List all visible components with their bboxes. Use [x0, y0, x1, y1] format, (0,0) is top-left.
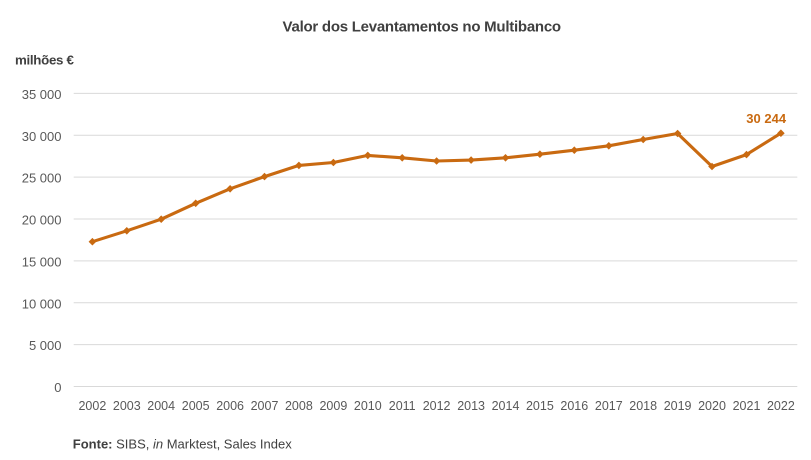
svg-text:2014: 2014 — [492, 399, 520, 413]
svg-text:2009: 2009 — [319, 399, 347, 413]
svg-text:2005: 2005 — [182, 399, 210, 413]
svg-text:2019: 2019 — [664, 399, 692, 413]
svg-text:2012: 2012 — [423, 399, 451, 413]
svg-text:2018: 2018 — [629, 399, 657, 413]
svg-text:2008: 2008 — [285, 399, 313, 413]
svg-text:2021: 2021 — [733, 399, 761, 413]
svg-text:15 000: 15 000 — [22, 255, 62, 270]
svg-text:2004: 2004 — [147, 399, 175, 413]
svg-text:20 000: 20 000 — [22, 213, 62, 228]
svg-text:25 000: 25 000 — [22, 171, 62, 186]
svg-text:milhões €: milhões € — [15, 53, 75, 68]
svg-text:0: 0 — [54, 380, 61, 395]
svg-text:2003: 2003 — [113, 399, 141, 413]
svg-text:30 244: 30 244 — [746, 111, 787, 126]
svg-text:10 000: 10 000 — [22, 296, 62, 311]
svg-text:2015: 2015 — [526, 399, 554, 413]
svg-text:2006: 2006 — [216, 399, 244, 413]
svg-text:2016: 2016 — [560, 399, 588, 413]
svg-text:30 000: 30 000 — [22, 129, 62, 144]
svg-text:2002: 2002 — [78, 399, 106, 413]
svg-text:35 000: 35 000 — [22, 87, 62, 102]
svg-text:2022: 2022 — [767, 399, 795, 413]
svg-text:2020: 2020 — [698, 399, 726, 413]
svg-text:2011: 2011 — [389, 399, 416, 413]
svg-text:2013: 2013 — [457, 399, 485, 413]
svg-text:2010: 2010 — [354, 399, 382, 413]
svg-text:5 000: 5 000 — [29, 338, 62, 353]
svg-text:2017: 2017 — [595, 399, 623, 413]
svg-text:Fonte: SIBS, in Marktest, Sale: Fonte: SIBS, in Marktest, Sales Index — [73, 437, 292, 452]
svg-text:2007: 2007 — [251, 399, 279, 413]
svg-text:Valor dos Levantamentos no Mul: Valor dos Levantamentos no Multibanco — [283, 19, 561, 36]
